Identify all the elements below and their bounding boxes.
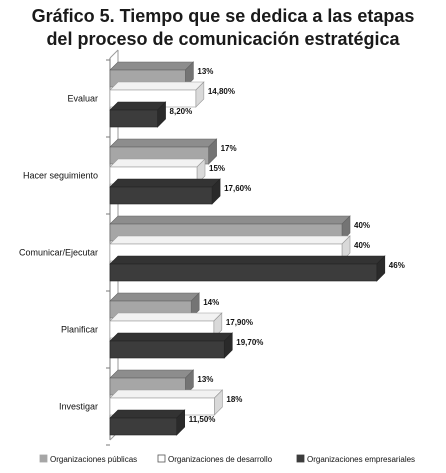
legend: Organizaciones públicas Organizaciones de… bbox=[39, 454, 415, 464]
bar bbox=[109, 255, 386, 282]
category-label: Hacer seguimiento bbox=[23, 171, 98, 181]
category-label: Comunicar/Ejecutar bbox=[19, 248, 98, 258]
legend-label: Organizaciones de desarrollo bbox=[168, 455, 273, 464]
legend-swatch bbox=[296, 454, 305, 463]
data-label: 13% bbox=[197, 67, 213, 76]
data-label: 19,70% bbox=[236, 338, 263, 347]
data-label: 15% bbox=[209, 164, 225, 173]
data-labels: 13% 14,80% 8,20% 17% 15% 17,60% 40% 40% 46% 14% 17… bbox=[170, 67, 405, 424]
bar-top-face bbox=[109, 215, 351, 225]
chart-title-line-2: del proceso de comunicación estratégica bbox=[46, 29, 400, 49]
bar-front-face bbox=[109, 340, 225, 359]
data-label: 40% bbox=[354, 221, 370, 230]
bar-top-face bbox=[109, 235, 351, 245]
bar bbox=[109, 101, 167, 128]
bar-top-face bbox=[109, 332, 233, 342]
data-label: 14,80% bbox=[208, 87, 235, 96]
bar bbox=[109, 332, 233, 359]
bar-top-face bbox=[109, 389, 224, 399]
data-label: 17,90% bbox=[226, 318, 253, 327]
bar-top-face bbox=[109, 101, 167, 111]
axis-top-edge bbox=[109, 49, 119, 59]
bar-front-face bbox=[109, 417, 177, 436]
data-label: 13% bbox=[197, 375, 213, 384]
data-label: 11,50% bbox=[189, 415, 216, 424]
category-label: Planificar bbox=[61, 325, 98, 335]
bar-front-face bbox=[109, 263, 378, 282]
bar bbox=[109, 409, 186, 436]
bar-top-face bbox=[109, 81, 205, 91]
bar-top-face bbox=[109, 61, 195, 71]
chart-title-line-1: Gráfico 5. Tiempo que se dedica a las et… bbox=[32, 6, 415, 26]
data-label: 17% bbox=[221, 144, 237, 153]
legend-swatch bbox=[39, 454, 48, 463]
bar-top-face bbox=[109, 158, 206, 168]
bar-front-face bbox=[109, 109, 158, 128]
bar bbox=[109, 178, 221, 205]
bar-top-face bbox=[109, 369, 195, 379]
category-labels: Evaluar Hacer seguimiento Comunicar/Ejecut… bbox=[19, 94, 98, 412]
bar-top-face bbox=[109, 292, 200, 302]
bar-top-face bbox=[109, 138, 218, 148]
bars bbox=[109, 61, 386, 436]
data-label: 17,60% bbox=[224, 184, 251, 193]
data-label: 18% bbox=[226, 395, 242, 404]
bar-top-face bbox=[109, 409, 186, 419]
bar-top-face bbox=[109, 255, 386, 265]
bar-top-face bbox=[109, 178, 221, 188]
category-label: Investigar bbox=[59, 402, 98, 412]
legend-swatch bbox=[157, 454, 166, 463]
category-label: Evaluar bbox=[67, 94, 98, 104]
legend-label: Organizaciones públicas bbox=[50, 455, 137, 464]
data-label: 46% bbox=[389, 261, 405, 270]
data-label: 40% bbox=[354, 241, 370, 250]
bar-front-face bbox=[109, 186, 213, 205]
legend-label: Organizaciones empresariales bbox=[307, 455, 415, 464]
bar-top-face bbox=[109, 312, 223, 322]
data-label: 8,20% bbox=[170, 107, 193, 116]
data-label: 14% bbox=[203, 298, 219, 307]
